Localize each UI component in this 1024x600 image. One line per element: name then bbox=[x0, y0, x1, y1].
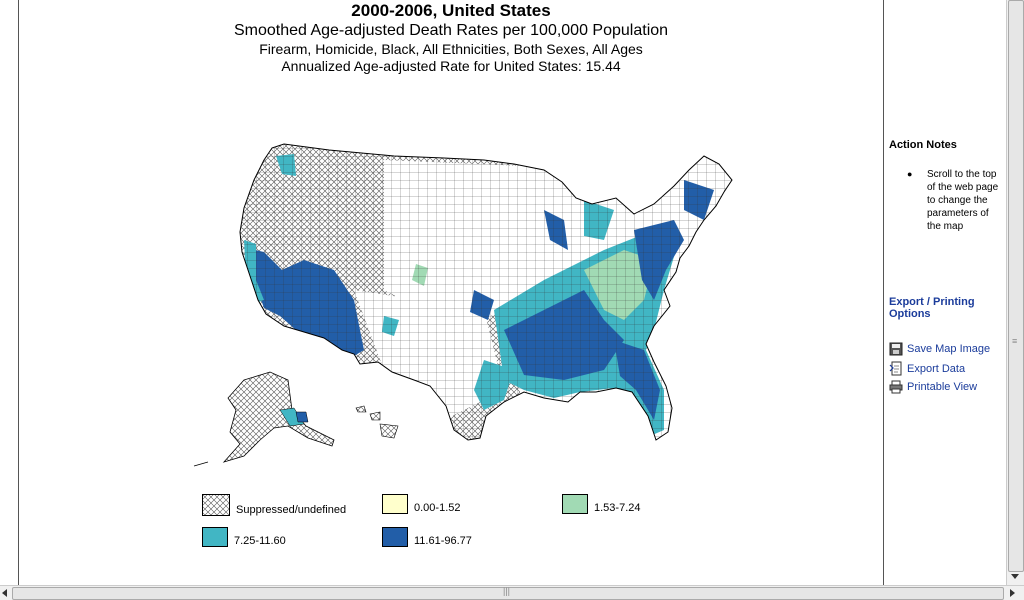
export-data-label[interactable]: Export Data bbox=[907, 363, 966, 375]
printer-icon bbox=[889, 380, 903, 394]
map-panel: 2000-2006, United States Smoothed Age-ad… bbox=[18, 0, 884, 585]
legend-swatch bbox=[382, 527, 408, 547]
legend-item-low: 0.00-1.52 bbox=[382, 494, 460, 514]
legend-swatch bbox=[382, 494, 408, 514]
legend-label: Suppressed/undefined bbox=[236, 504, 347, 516]
vertical-scroll-thumb[interactable] bbox=[1008, 0, 1024, 572]
action-note: Scroll to the top of the web page to cha… bbox=[927, 169, 999, 232]
sidebar: Action Notes ● Scroll to the top of the … bbox=[884, 0, 1006, 585]
legend-label: 11.61-96.77 bbox=[414, 535, 472, 547]
legend-label: 0.00-1.52 bbox=[414, 502, 461, 514]
legend-item-mid: 1.53-7.24 bbox=[562, 494, 640, 514]
export-document-icon bbox=[889, 361, 902, 376]
vertical-scrollbar[interactable]: ≡ bbox=[1006, 0, 1024, 585]
legend-swatch bbox=[202, 527, 228, 547]
legend-item-high: 7.25-11.60 bbox=[202, 527, 286, 547]
us-county-map bbox=[193, 143, 733, 467]
save-map-image-link[interactable]: Save Map Image bbox=[889, 342, 990, 356]
floppy-disk-icon bbox=[889, 342, 903, 356]
scroll-grip-icon: ||| bbox=[503, 586, 511, 596]
map-filters: Firearm, Homicide, Black, All Ethnicitie… bbox=[259, 41, 643, 57]
map-titles: 2000-2006, United States Smoothed Age-ad… bbox=[19, 0, 883, 75]
save-map-image-label[interactable]: Save Map Image bbox=[907, 343, 991, 355]
legend-label: 7.25-11.60 bbox=[234, 535, 286, 547]
printable-view-label[interactable]: Printable View bbox=[907, 381, 978, 393]
bullet-icon: ● bbox=[907, 169, 913, 179]
printable-view-link[interactable]: Printable View bbox=[889, 380, 977, 394]
scroll-left-arrow-icon[interactable] bbox=[2, 589, 7, 597]
scroll-right-arrow-icon[interactable] bbox=[1010, 589, 1015, 597]
export-options-title: Export / Printing Options bbox=[889, 296, 975, 320]
export-data-link[interactable]: Export Data bbox=[889, 361, 965, 377]
legend-label: 1.53-7.24 bbox=[594, 502, 641, 514]
scroll-down-arrow-icon[interactable] bbox=[1011, 574, 1019, 579]
legend-swatch-hatch bbox=[202, 494, 230, 516]
hawaii-inset bbox=[355, 405, 399, 439]
action-notes-title: Action Notes bbox=[889, 139, 957, 151]
legend-item-highest: 11.61-96.77 bbox=[382, 527, 472, 547]
map-subtitle: Smoothed Age-adjusted Death Rates per 10… bbox=[233, 22, 669, 39]
map-national-rate: Annualized Age-adjusted Rate for United … bbox=[281, 58, 621, 74]
horizontal-scrollbar[interactable]: ||| bbox=[0, 585, 1024, 600]
action-notes-list: ● Scroll to the top of the web page to c… bbox=[907, 168, 1002, 233]
alaska-inset bbox=[193, 371, 335, 467]
legend-item-suppressed: Suppressed/undefined bbox=[202, 494, 346, 516]
scroll-grip-icon: ≡ bbox=[1012, 336, 1018, 346]
map-title: 2000-2006, United States bbox=[351, 1, 551, 20]
legend-swatch bbox=[562, 494, 588, 514]
